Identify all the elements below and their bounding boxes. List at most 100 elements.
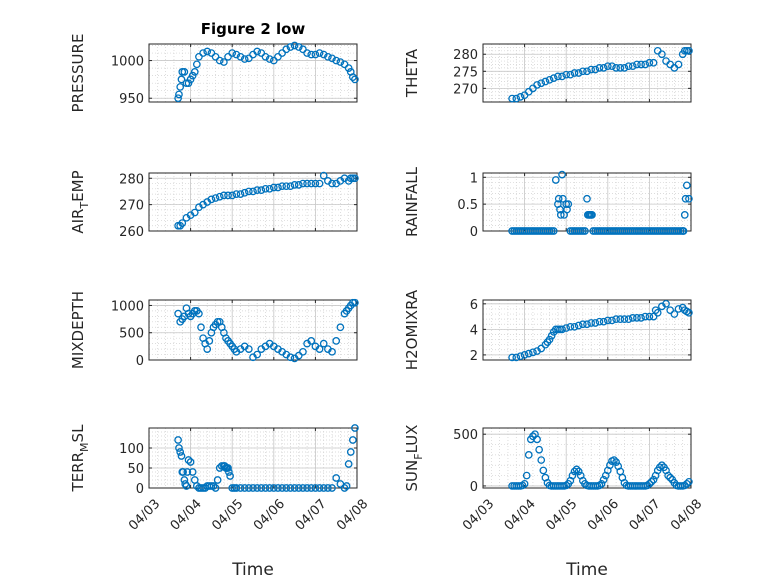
data-point — [182, 482, 191, 490]
data-point — [257, 186, 266, 194]
data-point — [286, 353, 295, 362]
data-point — [658, 461, 666, 470]
data-point — [188, 468, 197, 476]
tick-marks — [148, 44, 358, 102]
y-tick-label: 275 — [453, 65, 478, 80]
data-point — [328, 54, 336, 63]
data-point — [581, 227, 589, 235]
data-point — [240, 188, 249, 197]
subplot-6: 2 4 6 H2OMIXRA — [403, 289, 693, 370]
data-point — [558, 325, 566, 334]
data-point — [558, 72, 566, 81]
data-point — [545, 75, 554, 84]
data-point — [244, 187, 253, 196]
data-point — [595, 481, 604, 490]
data-point — [307, 337, 316, 345]
data-point — [324, 52, 332, 61]
data-point — [286, 484, 295, 492]
y-axis-label-rest: SL — [69, 424, 87, 443]
subplot-3: 260 270 280 AIRTEMP — [69, 170, 359, 240]
data-point — [574, 467, 583, 476]
data-point — [294, 181, 303, 189]
data-point — [512, 353, 521, 362]
data-point — [225, 468, 233, 476]
data-point — [174, 309, 182, 318]
data-point — [207, 195, 216, 204]
subplot-4: 0 0.5 1 RAINFALL — [403, 166, 693, 240]
data-point — [666, 306, 675, 315]
data-point — [628, 314, 637, 322]
data-point — [344, 64, 353, 72]
data-point — [232, 190, 241, 198]
data-point — [269, 56, 278, 65]
data-point — [319, 50, 328, 59]
data-point — [599, 475, 608, 484]
data-point — [211, 484, 220, 492]
data-point — [207, 49, 216, 57]
data-point — [180, 68, 189, 76]
data-point — [290, 484, 299, 492]
data-point — [315, 49, 324, 57]
data-point — [549, 227, 558, 235]
data-point — [261, 184, 270, 193]
y-tick-label: 0 — [470, 225, 478, 240]
data-point — [583, 67, 591, 76]
data-point — [608, 62, 616, 71]
data-point — [290, 41, 299, 50]
data-point — [178, 219, 187, 227]
data-point — [612, 315, 620, 323]
data-point — [265, 184, 274, 193]
data-point — [199, 49, 207, 57]
y-tick-label: 270 — [453, 82, 478, 97]
data-point — [278, 182, 286, 191]
data-point — [508, 353, 516, 362]
data-series — [174, 171, 359, 230]
data-point — [311, 179, 320, 188]
data-point — [319, 484, 328, 492]
data-point — [599, 64, 608, 72]
data-point — [344, 460, 353, 468]
data-point — [637, 314, 645, 322]
data-point — [224, 464, 232, 472]
data-point — [533, 435, 541, 444]
data-point — [319, 171, 328, 180]
data-point — [680, 211, 689, 219]
data-point — [240, 55, 249, 63]
data-point — [566, 70, 575, 79]
data-point — [624, 62, 633, 71]
data-point — [591, 65, 600, 74]
data-point — [257, 484, 266, 492]
data-point — [595, 317, 604, 326]
x-axis-label: Time — [231, 560, 274, 580]
data-point — [522, 471, 531, 480]
data-point — [610, 456, 618, 464]
y-tick-label: 0 — [136, 354, 144, 369]
data-point — [620, 64, 629, 72]
y-axis-label-main: TERR — [69, 452, 87, 493]
data-point — [176, 83, 185, 91]
data-point — [549, 74, 558, 82]
data-point — [529, 348, 537, 357]
data-point — [516, 352, 525, 361]
data-series — [508, 430, 693, 490]
data-point — [307, 179, 316, 188]
data-point — [682, 181, 691, 190]
data-point — [236, 52, 245, 61]
plot-area — [483, 428, 691, 488]
data-point — [220, 191, 228, 200]
data-point — [554, 72, 562, 81]
y-axis-label-subscript: F — [412, 453, 425, 459]
data-point — [516, 93, 525, 101]
data-point — [226, 472, 234, 480]
data-point — [286, 43, 295, 51]
data-point — [203, 345, 212, 353]
data-point — [176, 448, 185, 456]
data-point — [274, 52, 282, 61]
data-point — [685, 194, 693, 203]
y-tick-label: 500 — [119, 327, 144, 342]
data-point — [203, 47, 212, 56]
data-point — [303, 484, 311, 492]
y-tick-label: 500 — [453, 428, 478, 443]
data-point — [240, 484, 249, 492]
